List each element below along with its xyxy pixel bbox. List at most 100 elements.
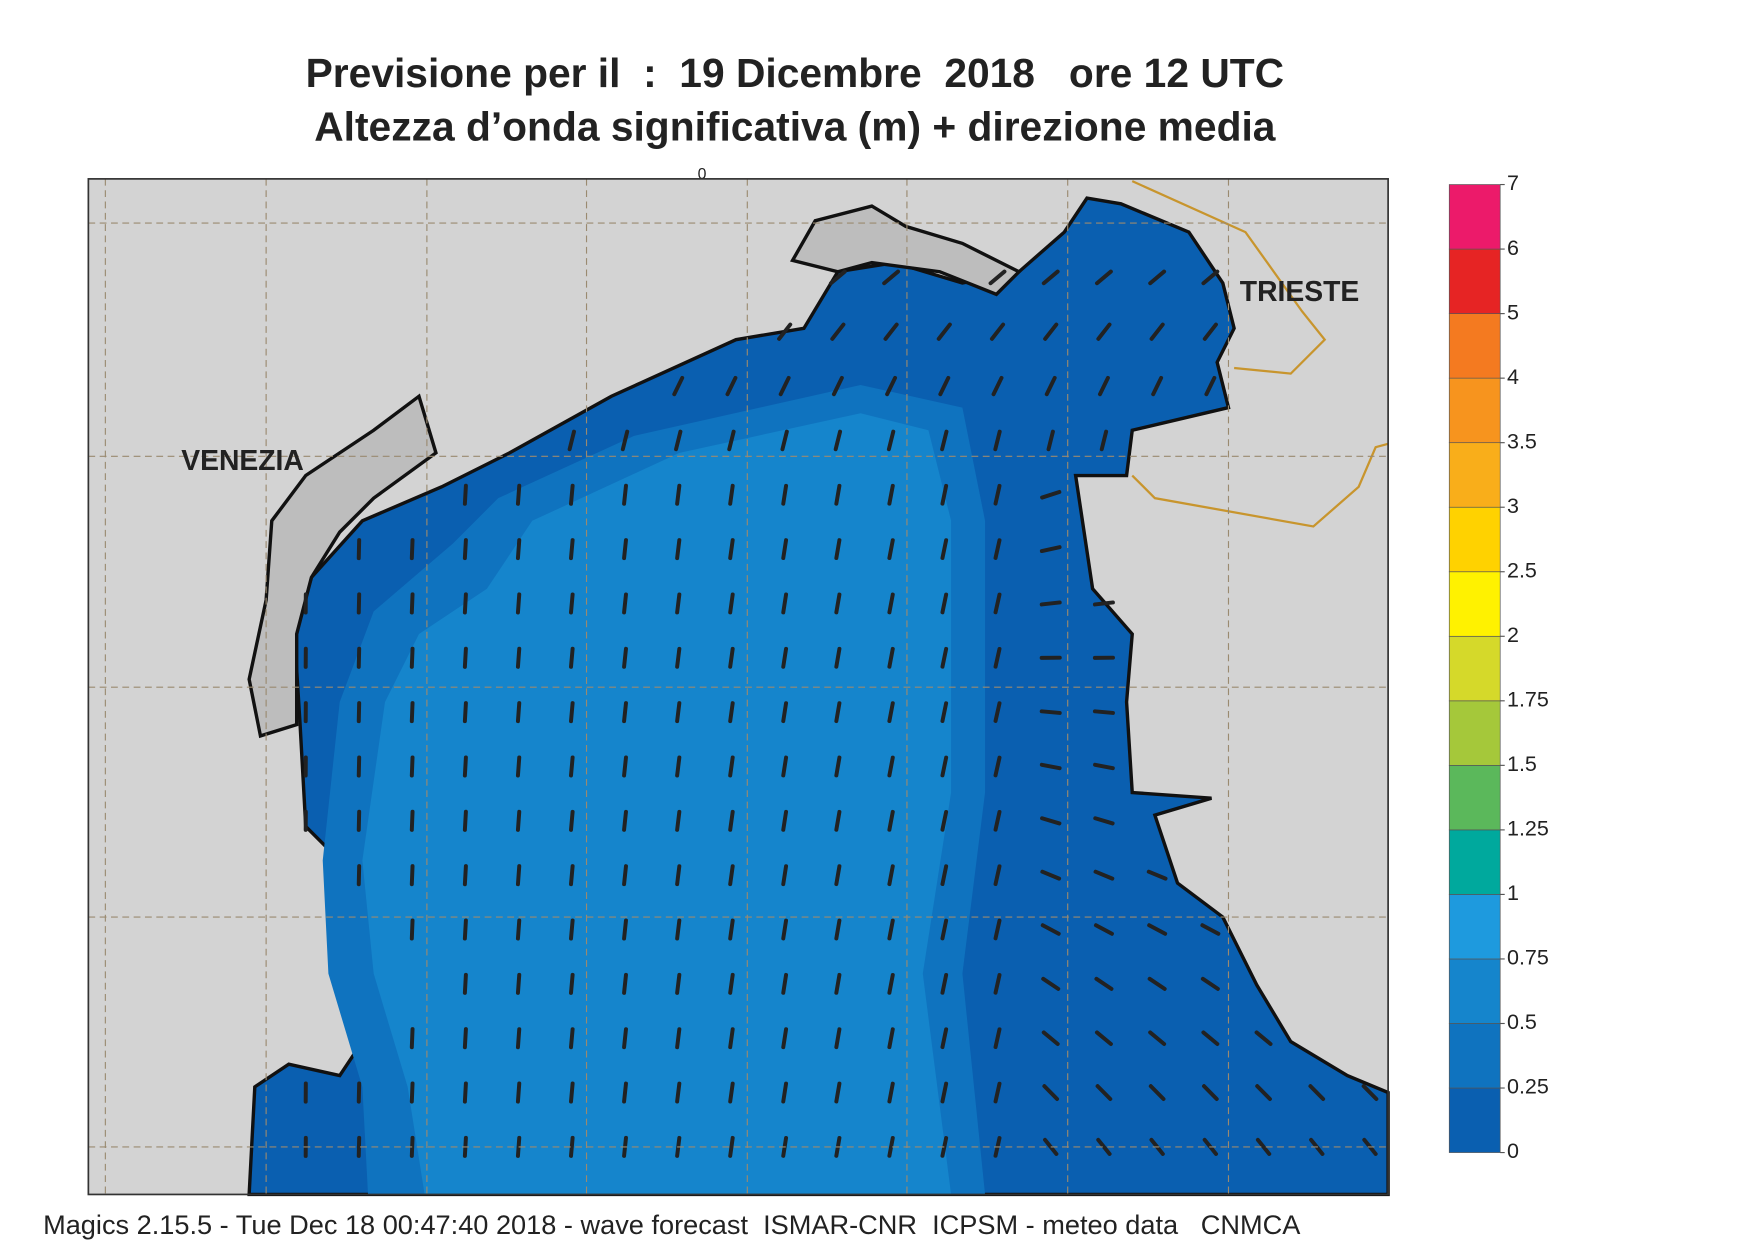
- arrow: [1041, 976, 1061, 991]
- arrow: [781, 809, 789, 832]
- arrow: [675, 972, 682, 995]
- lagoon: [247, 393, 438, 739]
- arrow: [1040, 869, 1062, 881]
- color-bin: [1448, 313, 1501, 379]
- arrow: [887, 1027, 895, 1050]
- arrow: [675, 538, 682, 561]
- arrow: [940, 755, 949, 778]
- arrow: [993, 973, 1002, 995]
- arrow: [886, 429, 896, 452]
- arrow: [675, 592, 682, 615]
- arrow: [728, 972, 735, 995]
- arrow: [462, 701, 468, 724]
- arrow: [1095, 1084, 1113, 1101]
- arrow: [728, 864, 735, 887]
- arrow: [883, 322, 899, 341]
- arrow: [462, 592, 468, 615]
- arrow: [728, 1081, 735, 1104]
- arrow: [569, 483, 575, 506]
- arrow: [940, 483, 949, 506]
- arrow: [1255, 1084, 1272, 1101]
- arrow: [1039, 600, 1062, 607]
- arrow: [993, 864, 1002, 886]
- arrow: [940, 538, 949, 560]
- arrow: [834, 755, 842, 778]
- arrow: [622, 864, 628, 887]
- arrow: [462, 755, 468, 778]
- color-bin: [1448, 700, 1501, 766]
- arrow: [515, 809, 522, 832]
- arrow: [781, 592, 789, 615]
- arrow: [462, 809, 468, 832]
- arrow: [569, 1081, 575, 1104]
- city-label: TRIESTE: [1240, 275, 1360, 307]
- arrow: [1097, 375, 1110, 397]
- arrow: [781, 701, 789, 724]
- arrow: [1094, 976, 1114, 991]
- arrow: [409, 1081, 415, 1104]
- arrow: [991, 375, 1004, 397]
- arrow: [409, 809, 415, 832]
- arrow: [778, 375, 791, 397]
- arrow: [569, 972, 575, 995]
- arrow: [938, 375, 951, 397]
- footer: Magics 2.15.5 - Tue Dec 18 00:47:40 2018…: [43, 1209, 1301, 1240]
- arrow: [1042, 1084, 1060, 1101]
- arrow: [834, 972, 842, 995]
- arrow: [1092, 600, 1115, 607]
- color-bin: [1448, 765, 1501, 831]
- arrow: [1041, 269, 1060, 286]
- arrow: [1093, 816, 1115, 826]
- arrow: [887, 1136, 895, 1158]
- color-bin: [1448, 184, 1501, 250]
- arrow: [569, 592, 575, 615]
- color-bin: [1448, 1087, 1501, 1153]
- arrow: [940, 864, 949, 887]
- arrow: [834, 1081, 842, 1104]
- arrow: [1039, 762, 1062, 771]
- graticule: [88, 178, 1389, 1195]
- arrow: [887, 646, 895, 669]
- arrow: [993, 1027, 1002, 1050]
- arrow: [728, 701, 735, 724]
- arrow: [834, 809, 842, 832]
- color-bin: [1448, 829, 1501, 895]
- arrow: [622, 701, 628, 724]
- arrow: [781, 538, 789, 561]
- arrow: [409, 592, 415, 615]
- arrow: [1202, 322, 1218, 341]
- arrow: [1361, 1084, 1379, 1101]
- arrow: [887, 538, 895, 560]
- arrow: [831, 375, 844, 397]
- arrow: [882, 269, 901, 286]
- arrow: [569, 1027, 575, 1050]
- arrow: [885, 375, 898, 397]
- colorbar-label: 2.5: [1507, 558, 1537, 582]
- arrow: [887, 483, 895, 506]
- arrow: [1044, 375, 1057, 397]
- arrow: [728, 918, 735, 941]
- arrow: [940, 592, 949, 615]
- arrow: [728, 755, 735, 778]
- color-bin: [1448, 635, 1501, 702]
- arrow: [1046, 429, 1055, 452]
- arrow: [622, 1027, 628, 1050]
- arrow: [1200, 923, 1221, 936]
- arrow: [675, 809, 682, 832]
- arrow: [515, 1027, 522, 1050]
- arrow: [675, 755, 682, 778]
- arrow: [409, 646, 415, 669]
- arrow: [515, 918, 522, 941]
- arrow: [834, 646, 842, 669]
- arrows: [303, 269, 1379, 1158]
- arrow: [674, 429, 683, 452]
- arrow: [622, 483, 628, 506]
- arrow: [940, 973, 949, 995]
- arrow: [462, 972, 468, 995]
- arrow: [1200, 976, 1220, 991]
- map: VENEZIA TRIESTE: [87, 178, 1390, 1197]
- arrow: [834, 701, 842, 724]
- arrow: [1255, 1137, 1272, 1156]
- arrow: [569, 538, 575, 561]
